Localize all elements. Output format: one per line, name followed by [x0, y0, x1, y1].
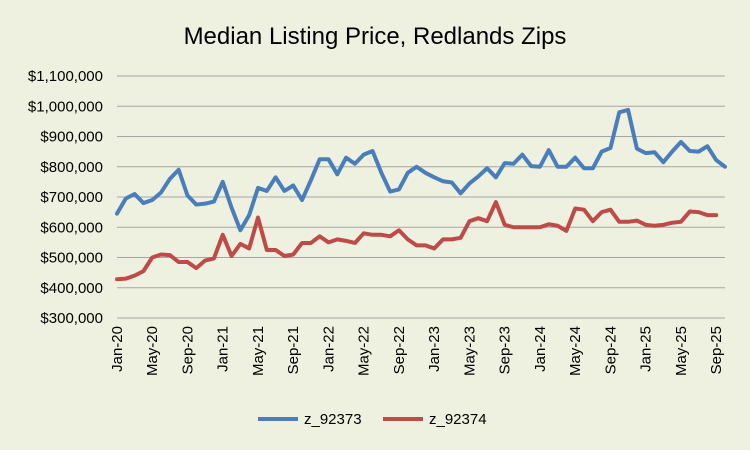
- x-tick-label: Jan-20: [109, 326, 126, 372]
- series-layer: [115, 107, 727, 282]
- x-tick-label: May-25: [673, 326, 690, 376]
- y-tick-label: $800,000: [40, 159, 103, 176]
- legend: z_92373 z_92374: [258, 411, 487, 428]
- series-line-z_92374: [115, 200, 719, 282]
- y-tick-label: $900,000: [40, 129, 103, 146]
- y-axis-ticks: $300,000 $400,000 $500,000 $600,000 $700,000…: [28, 68, 103, 327]
- y-tick-label: $600,000: [40, 219, 103, 236]
- x-tick-label: Jan-22: [320, 326, 337, 372]
- chart-title: Median Listing Price, Redlands Zips: [184, 23, 567, 50]
- x-tick-label: Sep-25: [708, 326, 725, 374]
- y-tick-label: $700,000: [40, 189, 103, 206]
- grid-layer: [117, 75, 725, 319]
- series-line-z_92373: [115, 107, 727, 233]
- y-tick-label: $400,000: [40, 280, 103, 297]
- x-tick-label: Sep-21: [285, 326, 302, 374]
- x-tick-label: May-24: [567, 326, 584, 376]
- legend-label-z_92374: z_92374: [429, 411, 487, 428]
- x-tick-label: Jan-24: [532, 326, 549, 372]
- x-axis-ticks: Jan-20 May-20 Sep-20 Jan-21 May-21 Sep-21 Jan-…: [109, 326, 725, 376]
- x-tick-label: Sep-20: [179, 326, 196, 374]
- x-tick-label: Sep-22: [391, 326, 408, 374]
- x-tick-label: Sep-24: [602, 326, 619, 374]
- x-tick-label: Jan-21: [215, 326, 232, 372]
- x-tick-label: Sep-23: [497, 326, 514, 374]
- y-tick-label: $500,000: [40, 250, 103, 267]
- y-tick-label: $1,000,000: [28, 98, 103, 115]
- x-tick-label: Jan-23: [426, 326, 443, 372]
- x-tick-label: May-23: [461, 326, 478, 376]
- x-tick-label: May-21: [250, 326, 267, 376]
- y-tick-label: $300,000: [40, 310, 103, 327]
- y-tick-label: $1,100,000: [28, 68, 103, 85]
- x-tick-label: May-20: [144, 326, 161, 376]
- legend-label-z_92373: z_92373: [304, 411, 362, 428]
- x-tick-label: Jan-25: [638, 326, 655, 372]
- x-tick-label: May-22: [356, 326, 373, 376]
